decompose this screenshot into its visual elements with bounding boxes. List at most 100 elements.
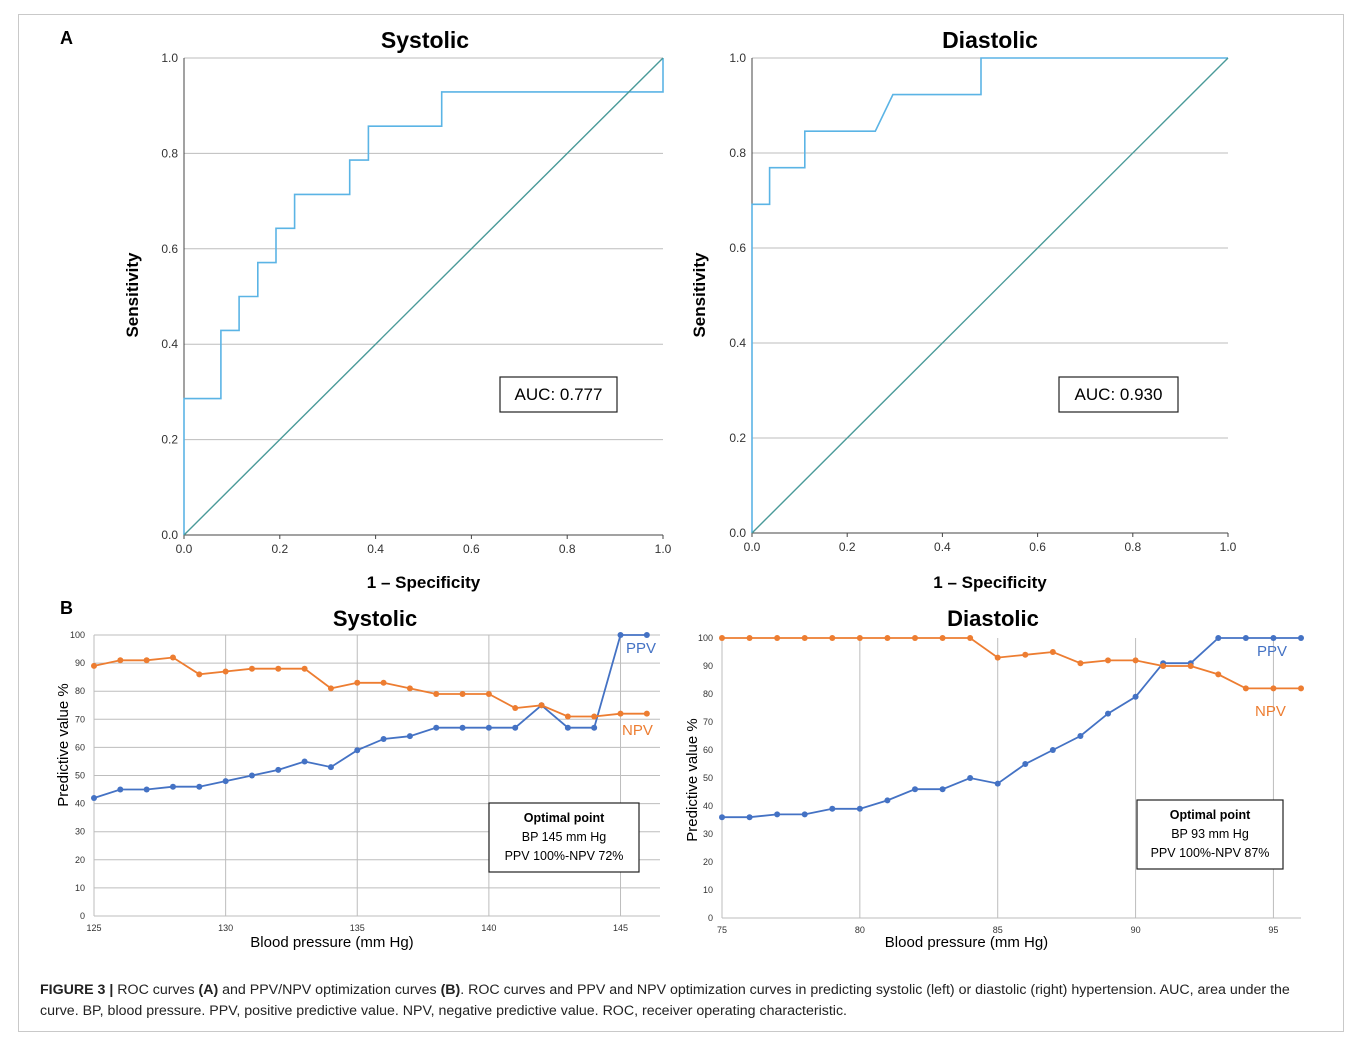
y-tick-label: 60	[75, 742, 85, 752]
figure-caption: FIGURE 3 | ROC curves (A) and PPV/NPV op…	[40, 980, 1330, 1022]
npv-point	[1242, 685, 1249, 692]
ppv-point	[912, 786, 918, 793]
ppv-point	[801, 811, 808, 818]
ppv-point	[91, 794, 97, 801]
ppv-point	[512, 724, 519, 731]
npv-point	[406, 685, 413, 692]
npv-point	[433, 691, 440, 698]
npv-point	[222, 668, 229, 675]
ppv-point	[275, 766, 282, 773]
ppv-point	[884, 797, 891, 804]
ppv-point	[1077, 733, 1084, 739]
npv-point	[143, 657, 150, 664]
ppv-point	[746, 814, 753, 821]
y-tick-label: 0.6	[729, 241, 746, 255]
ppv-point	[1242, 635, 1249, 641]
npv-point	[1215, 671, 1222, 678]
npv-point	[746, 635, 753, 641]
ppv-point	[301, 758, 308, 765]
npv-point	[327, 685, 334, 692]
x-tick-label: 0.6	[463, 542, 480, 556]
npv-point	[967, 635, 974, 641]
x-tick-label: 80	[855, 925, 865, 935]
y-tick-label: 0.2	[729, 431, 746, 445]
npv-point	[774, 635, 781, 641]
npv-line	[722, 637, 1301, 690]
y-tick-label: 70	[703, 717, 713, 727]
npv-point	[884, 635, 891, 641]
ppv-point	[967, 775, 974, 781]
y-tick-label: 30	[703, 829, 713, 839]
y-tick-label: 0.4	[729, 336, 746, 350]
npv-point	[91, 662, 97, 669]
caption-figure-label: FIGURE 3 |	[40, 982, 114, 998]
y-tick-label: 20	[703, 857, 713, 867]
y-tick-label: 40	[703, 801, 713, 811]
y-tick-label: 1.0	[729, 51, 746, 65]
ppv-point	[617, 632, 624, 638]
npv-point	[994, 654, 1001, 661]
optimal-point-box	[1136, 799, 1284, 870]
x-tick-label: 75	[717, 925, 727, 935]
npv-point	[512, 705, 519, 712]
y-tick-label: 90	[75, 658, 85, 668]
ppv-line	[722, 637, 1301, 819]
caption-text-3: . ROC curves and PPV and NPV optimizatio…	[40, 982, 1290, 1019]
ppv-line	[93, 634, 647, 799]
npv-point	[196, 671, 203, 678]
y-tick-label: 60	[703, 745, 713, 755]
ppv-point	[169, 783, 176, 790]
npv-point	[1187, 663, 1194, 669]
y-axis-label: Predictive value %	[55, 683, 72, 806]
auc-label: AUC: 0.777	[515, 385, 603, 404]
npv-point	[169, 654, 176, 661]
npv-line	[93, 656, 647, 718]
y-tick-label: 0.8	[729, 146, 746, 160]
ppv-point	[248, 772, 255, 779]
x-tick-label: 0.8	[1124, 540, 1141, 554]
panel-label-b: B	[60, 598, 73, 618]
ppv-point	[719, 814, 725, 821]
ppv-point	[354, 747, 361, 754]
x-axis-label: 1 – Specificity	[367, 573, 481, 592]
npv-point	[1105, 657, 1111, 664]
chart-title: Systolic	[381, 27, 469, 53]
y-tick-label: 0.2	[161, 433, 178, 447]
npv-point	[719, 635, 725, 641]
caption-text-2: and PPV/NPV optimization curves	[218, 982, 441, 998]
npv-point	[1160, 663, 1167, 669]
x-tick-label: 135	[350, 923, 365, 933]
npv-point	[617, 710, 624, 717]
ppv-point	[591, 724, 598, 731]
y-tick-label: 90	[703, 661, 713, 671]
optimal-point-box	[488, 802, 640, 873]
npv-point	[275, 665, 282, 672]
panel-label-a: A	[60, 28, 73, 48]
ppv-point	[459, 724, 466, 731]
npv-point	[117, 657, 124, 664]
ppv-point	[117, 786, 124, 793]
caption-text-1: ROC curves	[113, 982, 199, 998]
npv-point	[564, 713, 571, 720]
y-axis-label: Sensitivity	[690, 252, 709, 338]
y-tick-label: 30	[75, 827, 85, 837]
npv-point	[248, 665, 255, 672]
y-tick-label: 10	[75, 883, 85, 893]
x-axis-label: Blood pressure (mm Hg)	[885, 934, 1048, 951]
npv-point	[591, 713, 598, 720]
ppv-series-label: PPV	[1257, 643, 1287, 660]
y-tick-label: 0	[708, 913, 713, 923]
caption-ref-b: (B)	[440, 982, 461, 998]
x-tick-label: 130	[218, 923, 233, 933]
ppv-point	[1270, 635, 1277, 641]
x-tick-label: 0.2	[839, 540, 856, 554]
ppv-point	[196, 783, 203, 790]
y-tick-label: 20	[75, 855, 85, 865]
npv-point	[1049, 649, 1056, 655]
chart-title: Diastolic	[947, 606, 1039, 631]
ppv-point	[564, 724, 571, 731]
optimal-point-title: Optimal point	[1170, 808, 1251, 822]
y-axis-label: Sensitivity	[123, 252, 142, 338]
ppv-point	[1215, 635, 1222, 641]
npv-point	[856, 635, 863, 641]
